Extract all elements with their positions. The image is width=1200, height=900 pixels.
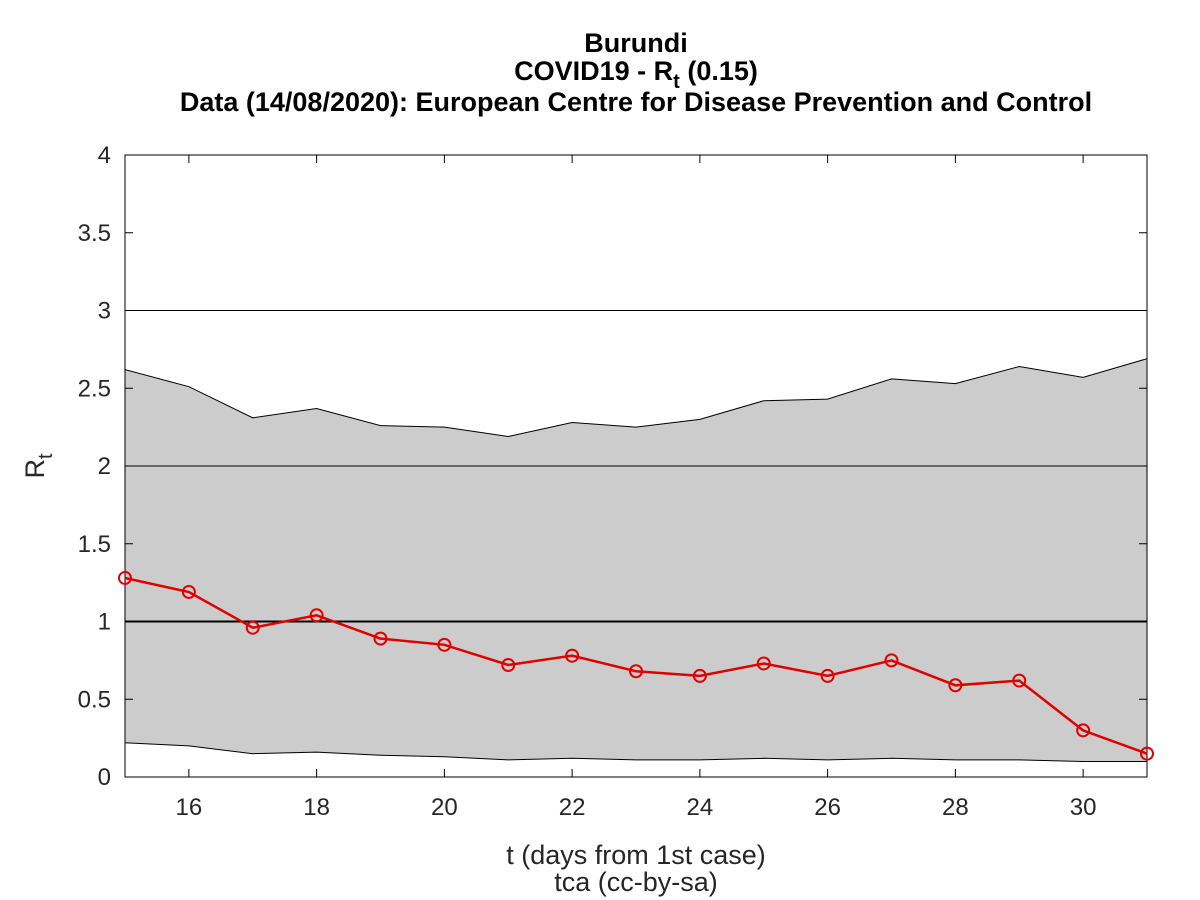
x-tick-label: 28 — [942, 794, 969, 821]
y-tick-label: 4 — [98, 142, 111, 169]
data-point — [692, 668, 707, 683]
reference-lines — [125, 310, 1147, 623]
chart-title: Burundi — [584, 28, 687, 58]
y-tick-label: 2.5 — [78, 375, 111, 402]
credit-label: tca (cc-by-sa) — [554, 867, 718, 897]
data-point — [884, 653, 899, 668]
y-tick-label: 3.5 — [78, 220, 111, 247]
y-tick-label: 1.5 — [78, 531, 111, 558]
x-tick-label: 22 — [559, 794, 586, 821]
data-point — [437, 637, 452, 652]
chart-subtitle: COVID19 - Rt (0.15) — [514, 56, 758, 93]
y-tick-label: 3 — [98, 298, 111, 325]
data-point — [245, 620, 260, 635]
data-point — [1140, 746, 1154, 761]
rt-series — [118, 570, 1154, 761]
x-tick-label: 26 — [814, 794, 841, 821]
data-point — [1076, 723, 1091, 738]
y-tick-label: 2 — [98, 453, 111, 480]
data-point — [629, 664, 643, 679]
y-tick-label: 0.5 — [78, 686, 111, 713]
series-line — [124, 576, 1148, 755]
x-tick-label: 30 — [1070, 794, 1097, 821]
y-tick-label: 0 — [98, 764, 111, 791]
x-tick-label: 16 — [176, 794, 203, 821]
data-point — [1012, 673, 1027, 688]
y-axis-label: Rt — [20, 453, 57, 479]
data-point — [118, 570, 132, 585]
data-point — [501, 658, 516, 673]
chart-source: Data (14/08/2020): European Centre for D… — [180, 87, 1092, 117]
axis-ticks: 0 0.5 1 1.5 2 2.5 3 3.5 4 16 18 20 22 24 26 28 30 — [78, 142, 1147, 821]
x-tick-label: 24 — [687, 794, 714, 821]
data-point — [309, 608, 324, 623]
data-point — [565, 648, 580, 663]
data-point — [373, 631, 388, 646]
x-axis-label: t (days from 1st case) — [506, 840, 766, 870]
data-point — [181, 584, 196, 599]
data-point — [820, 668, 835, 683]
confidence-band — [124, 358, 1148, 762]
data-point — [756, 656, 771, 671]
x-tick-label: 18 — [303, 794, 330, 821]
y-tick-label: 1 — [98, 609, 111, 636]
data-point — [948, 678, 963, 693]
x-tick-label: 20 — [431, 794, 458, 821]
